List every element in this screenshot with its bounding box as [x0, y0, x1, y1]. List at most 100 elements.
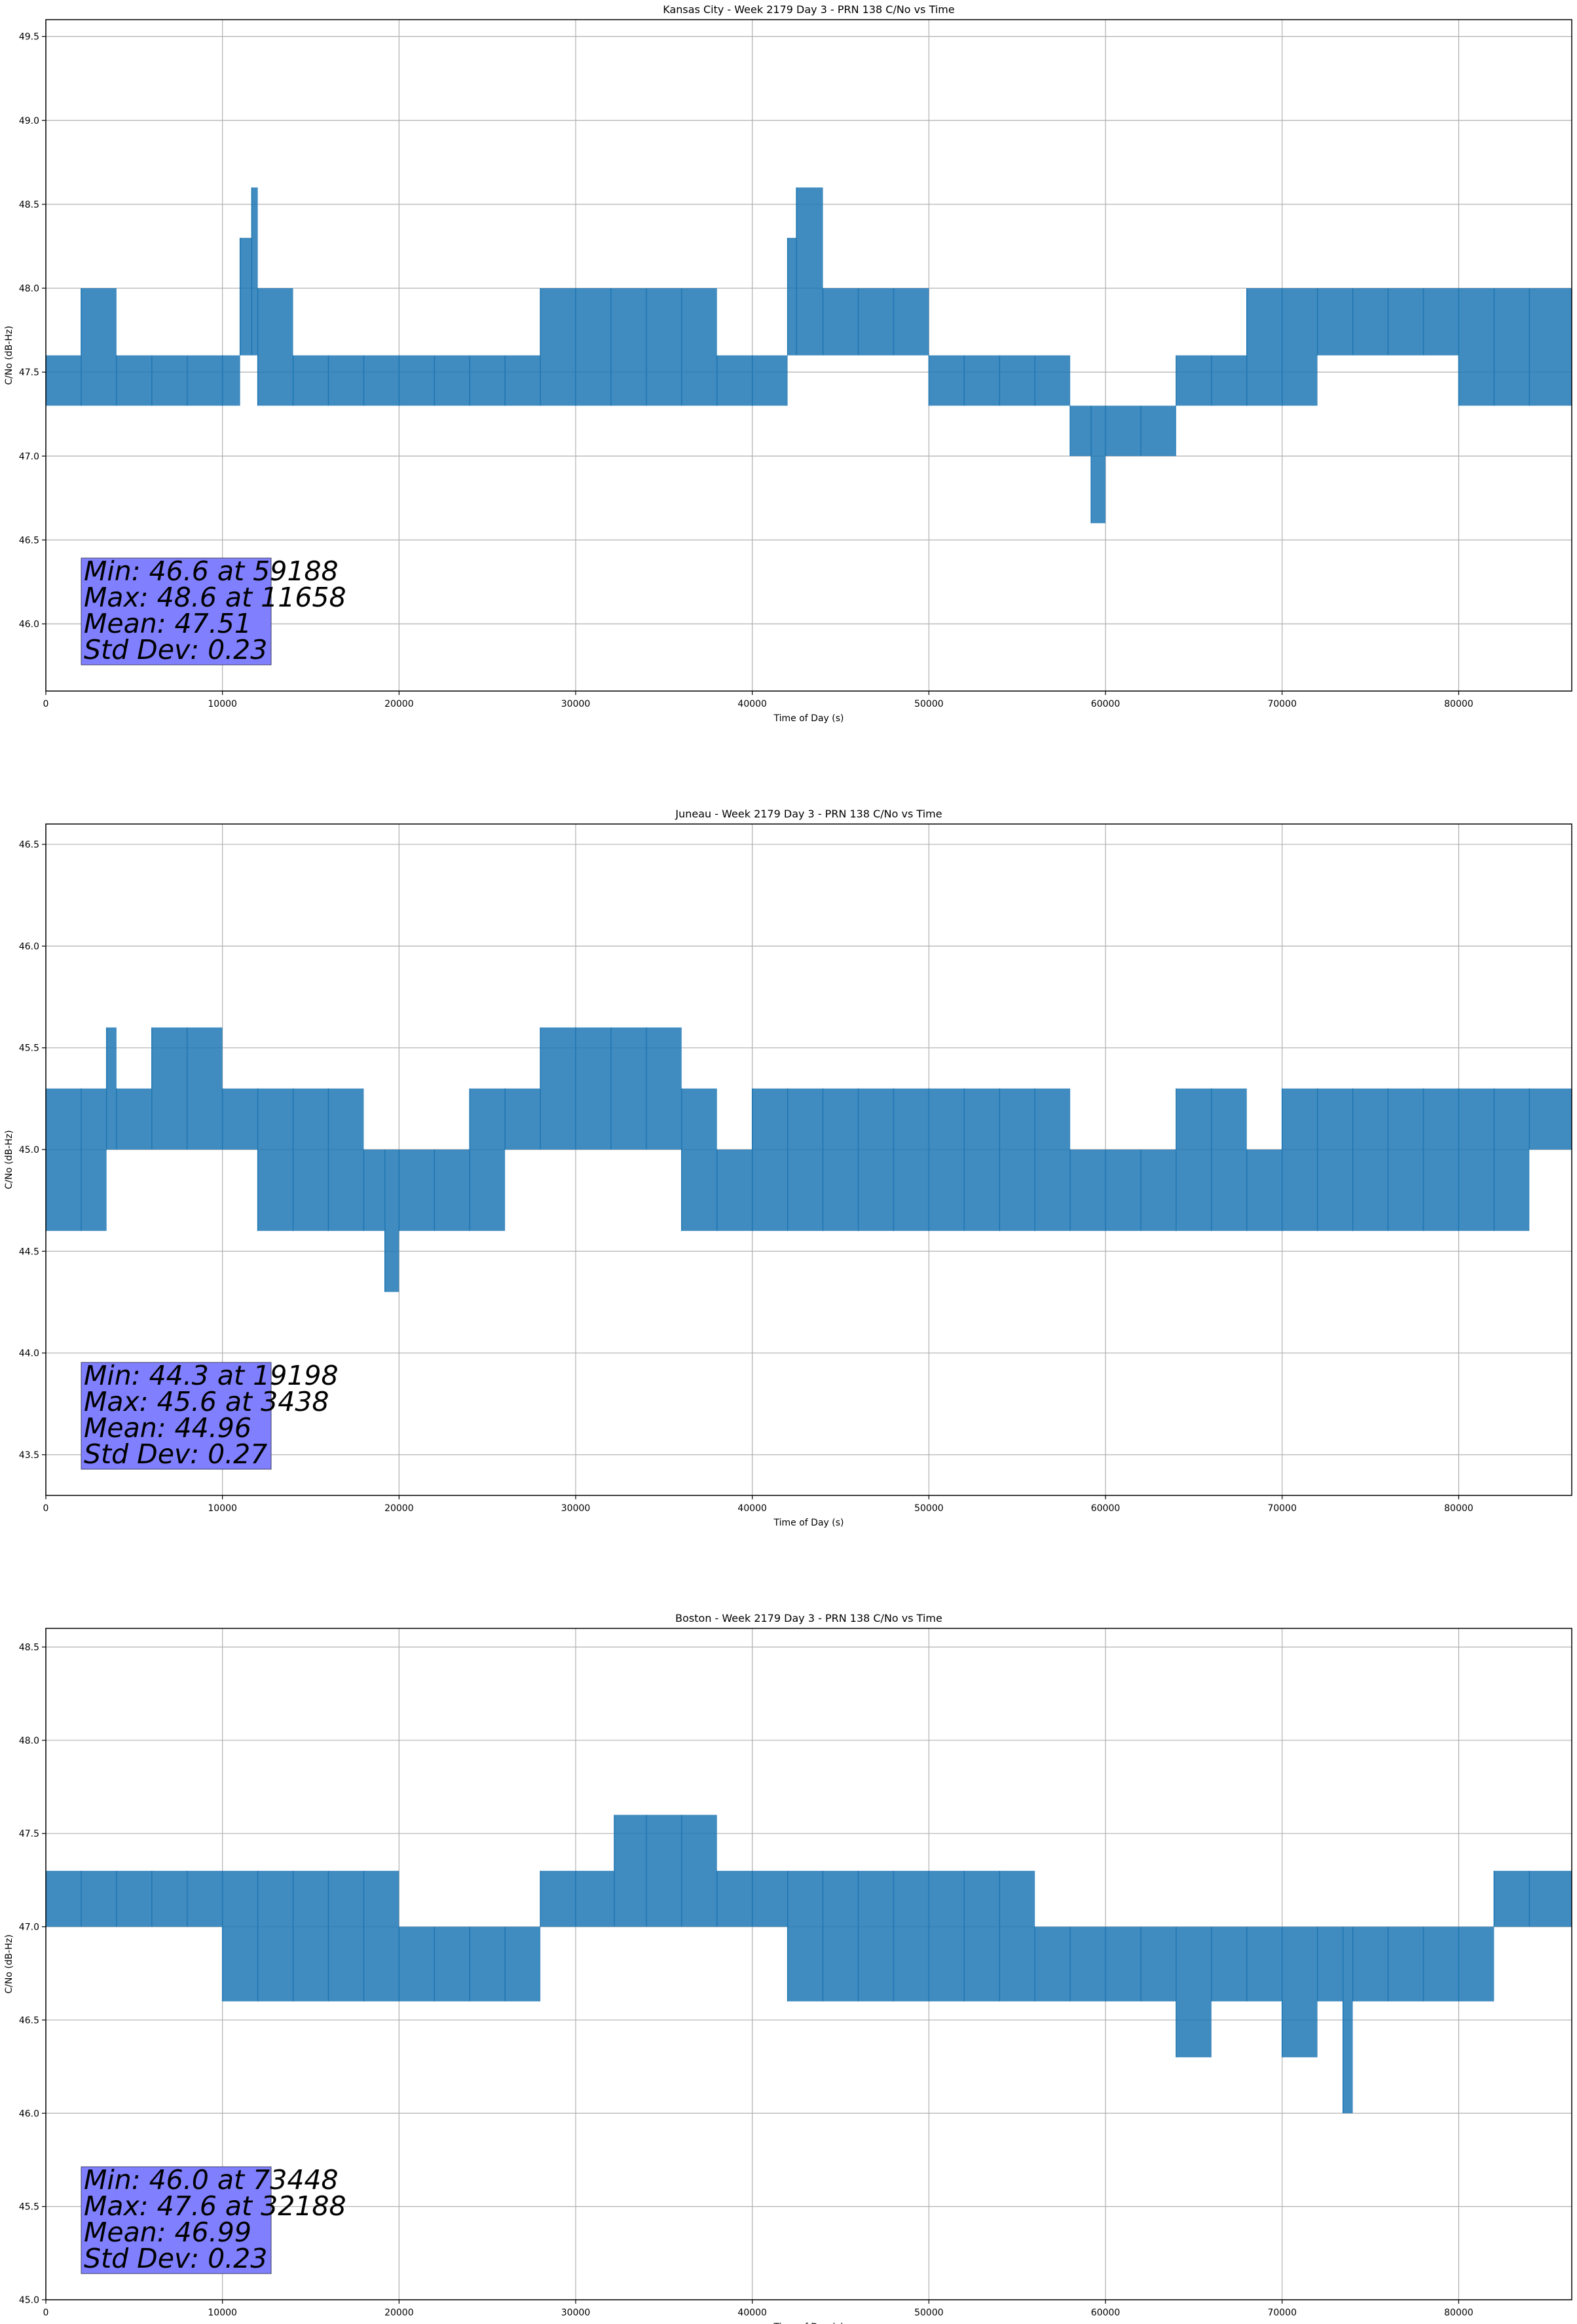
y-tick-label-6: 48.0: [19, 1736, 39, 1746]
data-band-segment: [1070, 1926, 1106, 2002]
data-band-segment: [1282, 1926, 1318, 2057]
x-tick-label-8: 80000: [1444, 1503, 1474, 1514]
chart-0: 0 10000 20000 30000 40000 50000 60000 70000 8000…: [4, 3, 1572, 724]
data-band-segment: [1105, 405, 1141, 457]
data-band-segment: [646, 288, 682, 406]
data-band-segment: [1423, 1926, 1459, 2002]
y-tick-label-1: 44.0: [19, 1349, 39, 1359]
data-band-segment: [540, 1871, 576, 1927]
y-tick-label-0: 46.0: [19, 620, 39, 630]
x-tick-label-5: 50000: [914, 699, 944, 709]
stats-mean-1: Mean: 44.96: [84, 1412, 251, 1444]
data-series-1: [46, 1027, 1572, 1292]
data-band-segment: [81, 1088, 107, 1231]
data-band-segment: [106, 1027, 117, 1150]
x-tick-label-7: 70000: [1267, 699, 1297, 709]
data-series-0: [46, 187, 1572, 523]
x-tick-label-6: 60000: [1091, 2308, 1121, 2318]
stats-mean-0: Mean: 47.51: [84, 608, 251, 639]
data-series-2: [46, 1814, 1572, 2114]
data-band-segment: [610, 1027, 646, 1150]
data-band-segment: [116, 1088, 152, 1150]
data-band-segment: [1211, 355, 1247, 406]
data-band-segment: [646, 1814, 682, 1927]
data-band-segment: [1176, 355, 1212, 406]
y-tick-label-4: 48.0: [19, 284, 39, 294]
data-band-segment: [964, 1088, 1000, 1231]
data-band-segment: [222, 355, 240, 406]
data-band-segment: [399, 355, 435, 406]
data-band-segment: [1091, 405, 1106, 523]
y-tick-label-2: 44.5: [19, 1246, 39, 1257]
x-tick-label-7: 70000: [1267, 1503, 1297, 1514]
data-band-segment: [929, 355, 965, 406]
data-band-segment: [681, 1814, 717, 1927]
y-tick-label-0: 43.5: [19, 1450, 39, 1461]
data-band-segment: [1140, 1926, 1176, 2002]
axes-frame-2: [45, 1628, 1572, 2300]
x-tick-label-1: 10000: [208, 699, 237, 709]
x-tick-label-2: 20000: [384, 1503, 414, 1514]
data-band-segment: [929, 1088, 965, 1231]
data-band-segment: [576, 1871, 615, 1927]
y-tick-label-5: 48.5: [19, 200, 39, 210]
data-band-segment: [1246, 1149, 1282, 1231]
data-band-segment: [1211, 1926, 1247, 2002]
data-band-segment: [823, 1088, 859, 1231]
y-tick-label-7: 48.5: [19, 1642, 39, 1653]
data-band-segment: [116, 1871, 152, 1927]
chart-title-2: Boston - Week 2179 Day 3 - PRN 138 C/No …: [675, 1612, 942, 1624]
data-band-segment: [1388, 1088, 1424, 1231]
stats-max-0: Max: 48.6 at 11658: [84, 582, 346, 613]
y-tick-label-3: 47.5: [19, 367, 39, 378]
data-band-segment: [434, 355, 470, 406]
x-tick-label-3: 30000: [561, 699, 591, 709]
data-band-segment: [893, 1871, 929, 2002]
y-tick-label-1: 46.5: [19, 535, 39, 546]
data-band-segment: [1423, 1088, 1459, 1231]
data-band-segment: [1176, 1926, 1212, 2057]
data-band-segment: [1352, 1088, 1388, 1231]
data-band-segment: [1458, 1088, 1494, 1231]
data-band-segment: [222, 1871, 258, 2002]
chart-2: 0 10000 20000 30000 40000 50000 60000 70000 8000…: [4, 1612, 1572, 2324]
data-band-segment: [1494, 1088, 1530, 1231]
data-band-segment: [81, 1871, 117, 1927]
stats-min-2: Min: 46.0 at 73448: [84, 2164, 339, 2196]
x-axis-label-2: Time of Day (s): [773, 2322, 844, 2324]
data-band-segment: [1211, 1088, 1247, 1231]
data-band-segment: [151, 1027, 187, 1150]
data-band-segment: [752, 355, 788, 406]
data-band-segment: [1458, 1926, 1494, 2002]
data-band-segment: [1494, 1871, 1530, 1927]
data-band-segment: [1105, 1149, 1141, 1231]
stats-std-1: Std Dev: 0.27: [84, 1438, 267, 1470]
data-band-segment: [646, 1027, 682, 1150]
data-band-segment: [505, 1088, 541, 1150]
x-tick-label-5: 50000: [914, 1503, 944, 1514]
data-band-segment: [787, 1088, 823, 1231]
chart-1: 0 10000 20000 30000 40000 50000 60000 70000 8000…: [4, 808, 1572, 1528]
data-band-segment: [1282, 288, 1318, 406]
stats-min-1: Min: 44.3 at 19198: [84, 1360, 339, 1391]
data-band-segment: [576, 1027, 611, 1150]
data-band-segment: [470, 355, 506, 406]
data-band-segment: [681, 288, 717, 406]
data-band-segment: [787, 238, 797, 356]
x-tick-label-5: 50000: [914, 2308, 944, 2318]
data-band-segment: [434, 1926, 470, 2002]
data-band-segment: [1317, 1088, 1353, 1231]
x-tick-label-2: 20000: [384, 699, 414, 709]
x-tick-label-6: 60000: [1091, 1503, 1121, 1514]
stats-std-2: Std Dev: 0.23: [84, 2243, 267, 2274]
data-band-segment: [1070, 1149, 1106, 1231]
data-band-segment: [81, 288, 117, 406]
data-band-segment: [240, 238, 252, 356]
axes-frame-1: [45, 823, 1572, 1496]
y-axis-label-0: C/No (dB-Hz): [4, 326, 14, 384]
data-band-segment: [293, 1871, 329, 2002]
data-band-segment: [187, 1027, 223, 1150]
data-band-segment: [716, 1871, 752, 1927]
data-band-segment: [540, 288, 576, 406]
x-tick-label-4: 40000: [737, 1503, 767, 1514]
